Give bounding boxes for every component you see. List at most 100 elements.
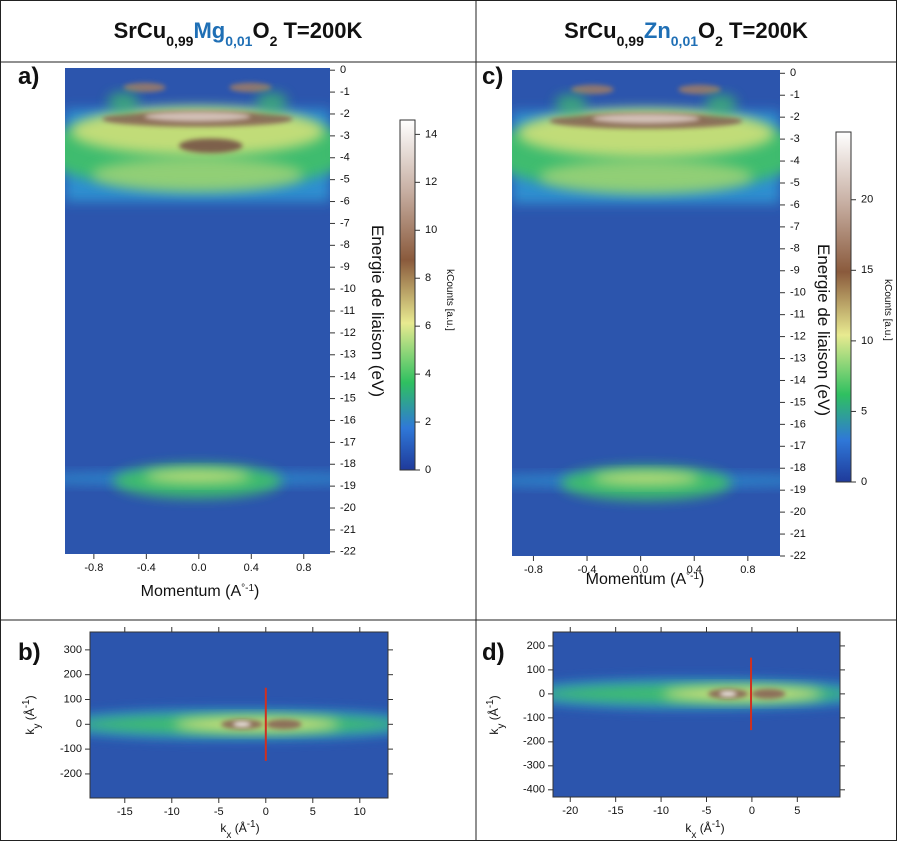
heatmap-feature xyxy=(704,94,738,114)
heatmap xyxy=(90,632,388,798)
axis-label-part: -1 xyxy=(21,699,32,708)
x-tick-label: -10 xyxy=(653,805,669,817)
title: SrCu0,99Mg0,01O2 T=200K xyxy=(114,18,363,49)
heatmap-feature xyxy=(233,721,251,727)
y-tick-label: -22 xyxy=(340,546,356,558)
y-tick-label: -7 xyxy=(340,217,350,229)
x-tick-label: 5 xyxy=(310,806,316,818)
heatmap-feature xyxy=(592,471,700,486)
colorbar-tick-label: 14 xyxy=(425,128,437,140)
axis-label-part: k xyxy=(487,728,501,735)
title-part: 0,01 xyxy=(671,33,698,49)
panel-letter: d) xyxy=(482,639,505,666)
y-tick-label: -15 xyxy=(790,396,806,408)
axis-label-part: y xyxy=(496,724,507,729)
title-part: SrCu xyxy=(564,18,617,43)
axis-label-part: k xyxy=(23,728,37,735)
axis-label-part: k xyxy=(685,821,692,835)
x-tick-label: 0.0 xyxy=(633,564,648,576)
y-tick-label: -12 xyxy=(790,330,806,342)
panel-letter: c) xyxy=(482,63,503,90)
axis-label: Momentum (A°-1) xyxy=(586,571,705,589)
axis-label-part: -1 xyxy=(247,819,256,830)
y-tick-label: 0 xyxy=(539,688,545,700)
y-tick-label: -100 xyxy=(523,712,545,724)
heatmap-feature xyxy=(678,84,722,95)
title-part: Zn xyxy=(644,18,671,43)
colorbar-tick-label: 2 xyxy=(425,416,431,428)
heatmap-feature xyxy=(554,94,588,114)
y-tick-label: -18 xyxy=(340,458,356,470)
heatmap-feature xyxy=(570,84,614,95)
y-tick-label: -20 xyxy=(790,506,806,518)
x-tick-label: -15 xyxy=(608,805,624,817)
y-tick-label: -1 xyxy=(790,89,800,101)
x-tick-label: 0.4 xyxy=(244,562,259,574)
y-tick-label: -300 xyxy=(523,760,545,772)
title-part: 0,01 xyxy=(225,33,252,49)
y-tick-label: 100 xyxy=(64,693,82,705)
axis-label-part: ) xyxy=(256,821,260,835)
axis-label-part: ) xyxy=(254,583,259,600)
axis-label: Momentum (A°-1) xyxy=(141,583,260,601)
x-tick-label: -0.8 xyxy=(84,562,103,574)
axis-label: Energie de liaison (eV) xyxy=(368,225,387,397)
axis-label-part: °-1 xyxy=(241,583,254,594)
y-tick-label: -16 xyxy=(340,414,356,426)
colorbar-tick-label: 4 xyxy=(425,368,431,380)
axis-label: ky (Å-1) xyxy=(21,695,43,734)
axis-label-part: -1 xyxy=(712,819,721,830)
heatmap-feature xyxy=(255,92,288,112)
y-tick-label: -4 xyxy=(340,152,350,164)
x-tick-label: 0.8 xyxy=(296,562,311,574)
y-tick-label: -2 xyxy=(790,111,800,123)
x-tick-label: -20 xyxy=(562,805,578,817)
x-tick-label: -15 xyxy=(117,806,133,818)
axis-label-part: °-1 xyxy=(686,571,699,582)
y-tick-label: -200 xyxy=(523,736,545,748)
heatmap-feature xyxy=(178,138,243,154)
panel-letter: b) xyxy=(18,639,41,666)
colorbar xyxy=(399,119,416,471)
x-tick-label: 0.8 xyxy=(740,564,755,576)
y-tick-label: -14 xyxy=(340,371,356,383)
y-tick-label: -19 xyxy=(790,484,806,496)
colorbar-label: kCounts [a.u.] xyxy=(444,269,455,331)
colorbar-tick-label: 12 xyxy=(425,176,437,188)
x-tick-label: -10 xyxy=(164,806,180,818)
axis-label-part: (Å xyxy=(231,820,246,835)
y-tick-label: 200 xyxy=(527,640,545,652)
y-tick-label: -14 xyxy=(790,374,806,386)
y-tick-label: -200 xyxy=(60,768,82,780)
heatmap-feature xyxy=(592,113,700,124)
y-tick-label: 200 xyxy=(64,669,82,681)
y-tick-label: -9 xyxy=(340,261,350,273)
y-tick-label: -6 xyxy=(790,199,800,211)
y-tick-label: -8 xyxy=(340,239,350,251)
heatmap-feature xyxy=(719,691,737,697)
colorbar-tick-label: 5 xyxy=(861,405,867,417)
x-tick-label: 0.0 xyxy=(191,562,206,574)
y-tick-label: -13 xyxy=(790,352,806,364)
y-tick-label: -6 xyxy=(340,195,350,207)
axis-label: Energie de liaison (eV) xyxy=(814,244,833,416)
axis-label: kx (Å-1) xyxy=(685,819,724,841)
title-part: 0,99 xyxy=(166,33,193,49)
y-tick-label: -3 xyxy=(340,130,350,142)
x-tick-label: -0.8 xyxy=(524,564,543,576)
y-tick-label: 300 xyxy=(64,644,82,656)
heatmap-feature xyxy=(265,719,302,730)
y-tick-label: -400 xyxy=(523,784,545,796)
axis-label-part: k xyxy=(220,821,227,835)
x-tick-label: 0.4 xyxy=(687,564,702,576)
axis-label-part: x xyxy=(691,830,696,841)
heatmap-feature xyxy=(229,82,272,93)
y-tick-label: -3 xyxy=(790,133,800,145)
y-tick-label: -2 xyxy=(340,108,350,120)
title: SrCu0,99Zn0,01O2 T=200K xyxy=(564,18,808,49)
x-tick-label: -0.4 xyxy=(578,564,597,576)
axis-label-part: -1 xyxy=(485,699,496,708)
plot-frame xyxy=(552,631,841,798)
axis-label-part: (Å xyxy=(22,708,37,723)
